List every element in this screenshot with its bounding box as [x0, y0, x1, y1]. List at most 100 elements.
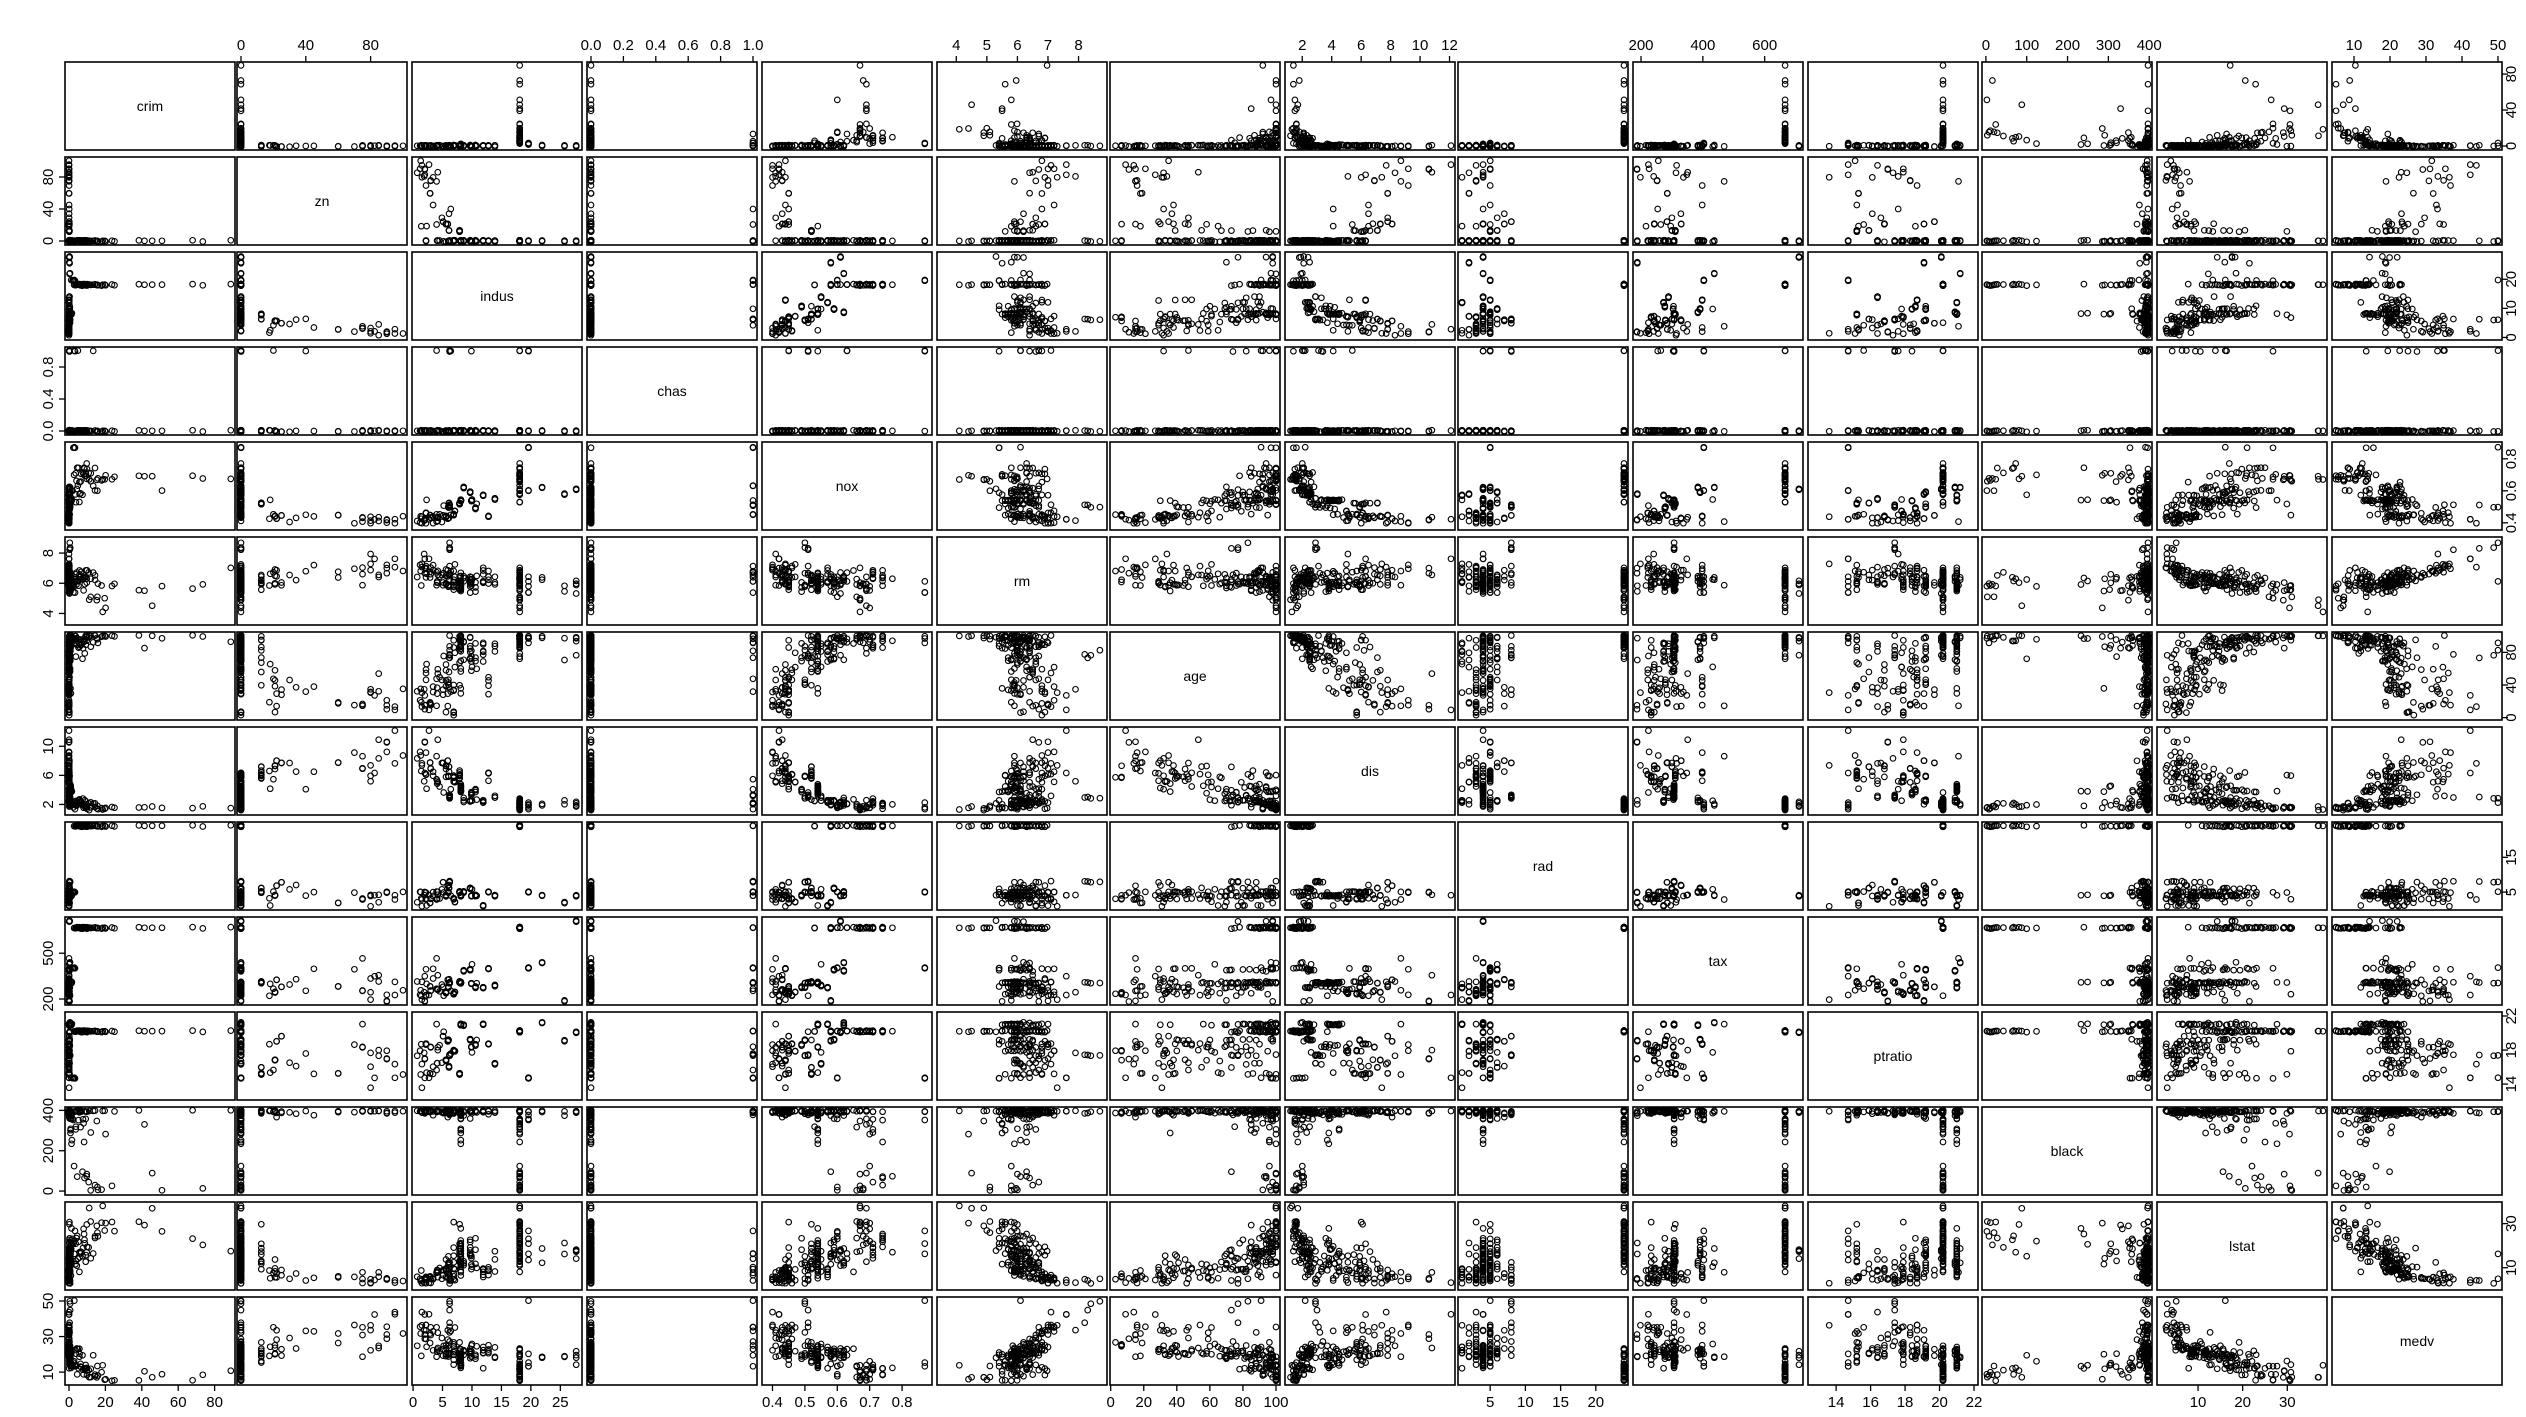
panel-frame [1982, 62, 2152, 150]
data-point [1030, 130, 1036, 136]
panel-crim-vs-chas [587, 62, 757, 150]
data-point [400, 143, 406, 149]
data-point [1291, 63, 1297, 69]
data-point [860, 78, 866, 84]
data-point [2034, 141, 2040, 147]
data-point [1097, 143, 1103, 149]
data-point [238, 63, 244, 69]
data-point [2281, 106, 2287, 112]
data-point [1013, 78, 1019, 84]
data-point [890, 134, 896, 140]
panel-crim-vs-ptratio [1808, 62, 1978, 150]
panel-frame [1633, 62, 1803, 150]
data-point [1993, 122, 1999, 128]
data-point [287, 144, 293, 150]
data-point [1448, 143, 1454, 149]
data-point [864, 81, 870, 87]
panel-frame [237, 62, 407, 150]
data-point [1782, 63, 1788, 69]
data-point [1940, 81, 1946, 87]
data-point [2120, 136, 2126, 142]
data-point [2081, 135, 2087, 141]
data-point [969, 102, 975, 108]
data-point [1984, 97, 1990, 103]
panel-crim-vs-zn [237, 62, 407, 150]
data-point [1273, 108, 1279, 114]
data-point [2078, 142, 2084, 148]
data-point [1009, 97, 1015, 103]
data-point [1291, 81, 1297, 87]
variable-label-crim: crim [137, 98, 163, 114]
panel-crim-vs-rm [937, 62, 1107, 150]
data-point [2320, 127, 2326, 133]
data-point [2273, 136, 2279, 142]
panel-crim-vs-crim: crim [65, 62, 235, 150]
panel-frame [2157, 62, 2327, 150]
data-point [517, 63, 523, 69]
panel-crim-vs-medv [2332, 62, 2502, 150]
data-point [1248, 106, 1254, 112]
panel-frame [937, 62, 1107, 150]
data-point [1002, 81, 1008, 87]
data-point [2281, 134, 2287, 140]
data-point [2145, 81, 2151, 87]
data-point [2243, 78, 2249, 84]
data-point [1237, 135, 1243, 141]
data-point [966, 126, 972, 132]
data-point [2085, 141, 2091, 147]
data-point [835, 97, 841, 103]
data-point [238, 81, 244, 87]
data-point [2281, 130, 2287, 136]
data-point [957, 127, 963, 133]
data-point [2266, 129, 2272, 135]
data-point [1621, 81, 1627, 87]
data-point [1268, 97, 1274, 103]
data-point [303, 143, 309, 149]
panel-frame [1110, 62, 1280, 150]
panel-frame [1458, 62, 1628, 150]
data-point [1267, 129, 1273, 135]
data-point [750, 131, 756, 137]
data-point [2145, 108, 2151, 114]
panel-frame [1808, 62, 1978, 150]
data-point [2288, 143, 2294, 149]
data-point [1932, 144, 1938, 150]
data-point [335, 143, 341, 149]
data-point [999, 136, 1005, 142]
panel-crim-vs-nox [762, 62, 932, 150]
data-point [352, 144, 358, 150]
panel-frame [587, 62, 757, 150]
data-point [2019, 102, 2025, 108]
panel-crim-vs-lstat [2157, 62, 2327, 150]
panel-crim-vs-tax [1633, 62, 1803, 150]
data-point [1721, 144, 1727, 150]
data-point [2102, 133, 2108, 139]
data-point [2253, 81, 2259, 87]
data-point [1064, 143, 1070, 149]
data-point [1009, 122, 1015, 128]
data-point [987, 129, 993, 135]
data-point [1297, 78, 1303, 84]
data-point [1113, 143, 1119, 149]
data-point [2024, 137, 2030, 143]
data-point [293, 143, 299, 149]
data-point [2315, 102, 2321, 108]
data-point [1044, 63, 1050, 69]
data-point [1273, 102, 1279, 108]
data-point [2268, 97, 2274, 103]
data-point [1826, 143, 1832, 149]
data-point [588, 63, 594, 69]
panel-frame [412, 62, 582, 150]
data-point [2101, 143, 2107, 149]
data-point [2001, 133, 2007, 139]
panel-crim-vs-dis [1285, 62, 1455, 150]
data-point [1014, 121, 1020, 127]
data-point [2258, 138, 2264, 144]
data-point [1260, 63, 1266, 69]
data-point [2145, 63, 2151, 69]
panel-crim-vs-age [1110, 62, 1280, 150]
data-point [2316, 133, 2322, 139]
panel-crim-vs-rad [1458, 62, 1628, 150]
data-point [1940, 63, 1946, 69]
